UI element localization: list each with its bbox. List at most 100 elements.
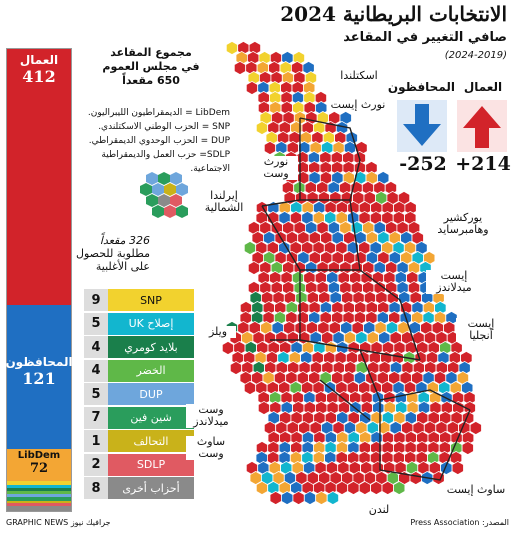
legend-row-sdlp: 2 SDLP	[84, 453, 194, 476]
constituency-hex	[463, 390, 476, 406]
constituency-hex	[469, 420, 482, 436]
constituency-hex	[302, 80, 316, 96]
majority-line: مطلوبة للحصول	[75, 247, 150, 260]
constituency-hex	[411, 230, 424, 246]
constituency-hex	[407, 220, 421, 236]
constituency-hex	[229, 360, 243, 376]
period-label: (2024-2019)	[444, 50, 507, 61]
labour-change-box	[457, 100, 507, 152]
abbrev-line: DUP = الحزب الوحدوي الديمقراطي.	[88, 136, 230, 146]
legend-row-sinn-fein: 7 شين فين	[84, 406, 194, 429]
constituency-hex	[461, 440, 474, 456]
total-line: في مجلس العموم	[102, 60, 200, 73]
conservative-change-value: -252	[399, 153, 447, 175]
constituency-hex	[423, 250, 436, 266]
legend-row-alliance: 1 التحالف	[84, 430, 194, 452]
legend-count: 5	[84, 312, 108, 335]
constituency-hex	[451, 460, 464, 476]
legend-count: 5	[84, 383, 108, 405]
credit-label: GRAPHIC NEWS جرافيك نيوز	[6, 518, 111, 527]
abbrev-line: LibDem = الديمقراطيون الليبراليون.	[87, 108, 230, 118]
segment-label: المحافظون	[5, 355, 73, 369]
legend-name: SDLP	[108, 453, 194, 476]
region-label-north-east: نورث إيست	[330, 98, 386, 111]
constituency-hex	[269, 490, 282, 506]
constituency-hex	[456, 370, 470, 386]
ni-hex-group	[140, 172, 188, 218]
constituency-hex	[347, 480, 360, 496]
abbrev-line: الاجتماعية.	[190, 164, 230, 174]
constituency-hex	[255, 120, 269, 136]
majority-line: على الأغلبية	[95, 260, 150, 273]
constituency-hex	[440, 460, 453, 476]
constituency-hex	[248, 40, 262, 56]
region-label-northern-ireland: إيرلندا الشمالية	[196, 190, 252, 214]
majority-line: 326 مقعداً	[99, 234, 150, 247]
region-label-west-midlands: وست ميدلاندز	[186, 404, 236, 428]
region-label-east-anglia: إيست أنجليا	[456, 318, 506, 342]
conservative-change-box	[397, 100, 447, 152]
legend-row-green: 4 الخضر	[84, 359, 194, 382]
legend-count: 7	[84, 406, 108, 429]
segment-value: 121	[22, 369, 56, 388]
legend-name: التحالف	[108, 430, 194, 452]
abbrev-line: SDLP= حزب العمل والديمقراطية	[101, 150, 230, 160]
page-subtitle: صافي التغيير في المقاعد	[343, 30, 507, 45]
seat-segment-others	[7, 481, 71, 511]
segment-label: العمال	[19, 53, 59, 67]
constituency-hex	[443, 320, 456, 336]
constituency-hex	[384, 180, 398, 196]
legend-count: 8	[84, 477, 108, 499]
constituency-hex	[365, 160, 378, 176]
majority-note: 326 مقعداً مطلوبة للحصول على الأغلبية	[70, 234, 150, 273]
constituency-hex	[355, 140, 368, 156]
constituency-hexes	[221, 40, 482, 506]
legend-name: الخضر	[108, 359, 194, 382]
seat-segment-labour: العمال 412	[7, 49, 71, 305]
constituency-hex	[303, 490, 317, 506]
legend-name: أحزاب أخرى	[108, 477, 194, 499]
total-line: مجموع المقاعد	[110, 46, 192, 59]
region-borders	[261, 117, 471, 481]
abbrev-line: SNP = الحزب الوطني الاسكتلندي.	[98, 122, 230, 132]
abbreviation-notes: LibDem = الديمقراطيون الليبراليون. SNP =…	[80, 106, 230, 176]
labour-label: العمال	[463, 80, 503, 94]
constituency-hex	[339, 110, 352, 126]
down-arrow-icon	[403, 104, 441, 146]
constituency-hex	[370, 480, 383, 496]
legend-count: 9	[84, 289, 108, 311]
legend-row-snp: 9 SNP	[84, 289, 194, 311]
segment-label: LibDem	[17, 450, 61, 461]
constituency-hex	[404, 200, 417, 216]
constituency-hex	[458, 360, 471, 376]
constituency-hex	[460, 350, 473, 366]
total-seats-note: مجموع المقاعد في مجلس العموم 650 مقعداً	[92, 46, 210, 88]
legend-count: 2	[84, 453, 108, 476]
constituency-hex	[404, 210, 417, 226]
constituency-hex	[335, 120, 349, 136]
constituency-hex	[432, 470, 445, 486]
constituency-hex	[304, 70, 318, 86]
constituency-hex	[315, 490, 328, 506]
legend-name: إصلاح UK	[108, 312, 194, 335]
constituency-hex	[263, 140, 277, 156]
legend-row-other: 8 أحزاب أخرى	[84, 477, 194, 499]
constituency-hex	[393, 480, 406, 496]
region-label-south-east: ساوث إيست	[446, 483, 506, 496]
constituency-hex	[292, 50, 306, 66]
constituency-hex	[247, 260, 261, 276]
constituency-hex	[233, 60, 247, 76]
seat-segment-conservative: المحافظون 121	[5, 305, 73, 449]
constituency-hex	[409, 470, 422, 486]
constituency-hex	[461, 430, 475, 446]
region-label-wales: ويلز	[200, 326, 236, 338]
constituency-hex	[358, 480, 372, 496]
seat-stack-bar: العمال 412 المحافظون 121 LibDem 72	[5, 48, 73, 512]
legend-row-reform: 5 إصلاح UK	[84, 312, 194, 335]
region-label-east-midlands: إيست ميدلاندز	[426, 270, 482, 294]
constituency-hex	[335, 480, 349, 496]
constituency-hex	[377, 170, 390, 186]
constituency-hex	[292, 490, 305, 506]
region-label-south-west: ساوث وست	[186, 436, 236, 460]
